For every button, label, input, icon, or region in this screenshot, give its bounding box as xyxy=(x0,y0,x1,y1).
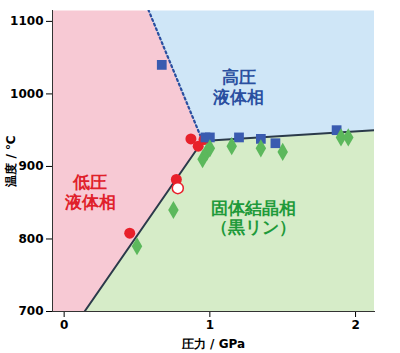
svg-text:900: 900 xyxy=(18,159,43,173)
svg-text:1100: 1100 xyxy=(10,14,43,28)
svg-text:固体結晶相（黒リン）: 固体結晶相（黒リン） xyxy=(211,198,296,238)
svg-text:2: 2 xyxy=(351,318,359,332)
svg-text:圧力 / GPa: 圧力 / GPa xyxy=(181,337,245,351)
svg-text:800: 800 xyxy=(18,232,43,246)
svg-text:低圧液体相: 低圧液体相 xyxy=(64,172,116,212)
svg-text:1000: 1000 xyxy=(10,87,43,101)
svg-text:700: 700 xyxy=(18,304,43,318)
svg-text:0: 0 xyxy=(60,318,68,332)
svg-text:温度 / ℃: 温度 / ℃ xyxy=(4,135,18,187)
svg-text:高圧液体相: 高圧液体相 xyxy=(212,67,264,107)
svg-text:1: 1 xyxy=(206,318,214,332)
